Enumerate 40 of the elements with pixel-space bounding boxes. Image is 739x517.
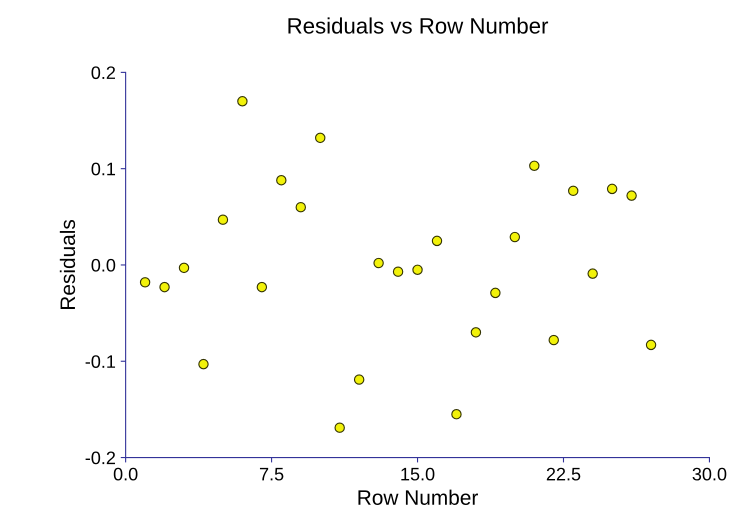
point: [529, 160, 540, 171]
x-tick-label: 0.0: [114, 468, 138, 481]
point: [237, 96, 248, 106]
point: [256, 282, 268, 292]
x-tick-label: 22.5: [546, 468, 580, 481]
y-tick-label: 0.2: [92, 66, 116, 80]
x-tick-label: 30.0: [692, 468, 726, 481]
point: [432, 236, 442, 246]
point: [568, 186, 578, 196]
chart-title: Residuals vs Row Number: [288, 17, 548, 34]
point: [334, 422, 345, 433]
point: [587, 268, 598, 279]
x-tick-label: 15.0: [401, 468, 434, 481]
point: [276, 175, 287, 186]
y-tick-label: -0.1: [86, 355, 116, 368]
x-axis-title: Row Number: [358, 490, 478, 505]
point: [159, 282, 170, 292]
point: [140, 277, 150, 288]
point: [451, 409, 462, 420]
point: [490, 288, 501, 298]
y-tick-label: -0.2: [86, 451, 116, 464]
point: [296, 202, 306, 212]
y-axis-title: Residuals: [60, 220, 76, 309]
point: [510, 232, 520, 242]
point: [412, 264, 423, 275]
point: [315, 132, 326, 144]
point: [646, 340, 656, 350]
point: [392, 266, 404, 277]
x-tick-label: 7.5: [260, 468, 284, 481]
point: [178, 262, 190, 274]
point: [548, 334, 559, 346]
point: [606, 184, 618, 194]
point: [354, 374, 364, 385]
y-tick-label: 0.1: [92, 162, 116, 176]
point: [626, 190, 637, 201]
point: [470, 327, 482, 338]
y-tick-label: 0.0: [92, 258, 116, 272]
point: [218, 214, 228, 225]
point: [373, 258, 384, 268]
point: [198, 358, 209, 370]
